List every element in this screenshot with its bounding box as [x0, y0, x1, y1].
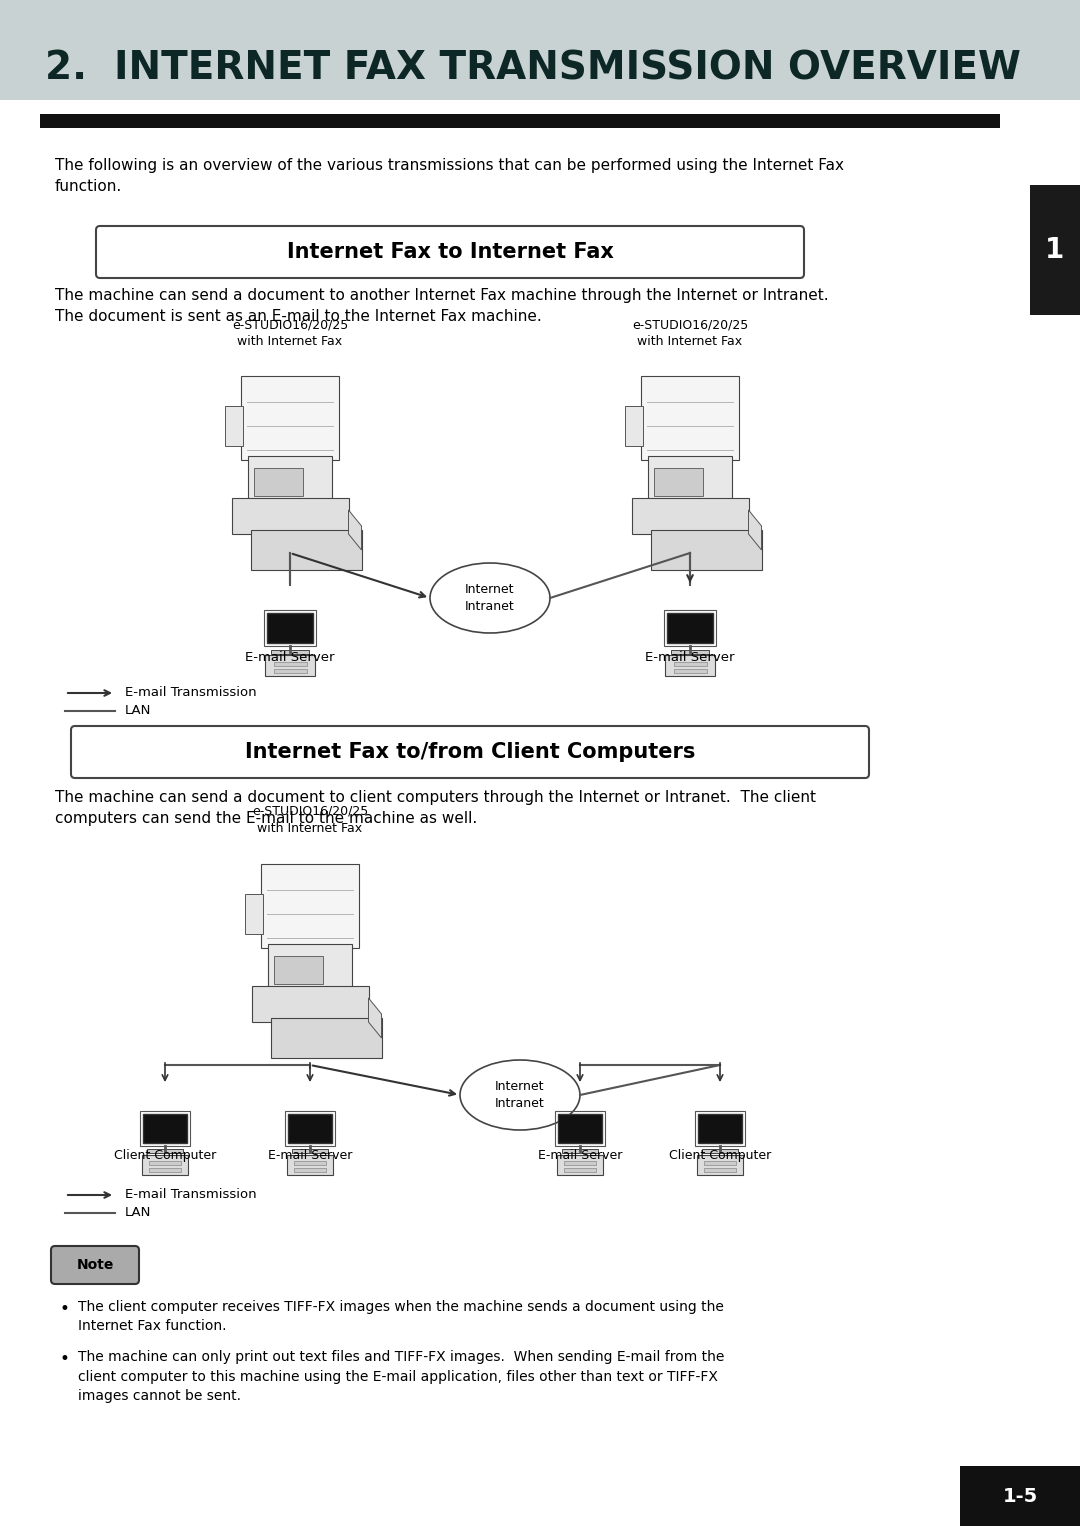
- FancyBboxPatch shape: [651, 530, 761, 571]
- Ellipse shape: [460, 1061, 580, 1129]
- Text: The machine can send a document to client computers through the Internet or Intr: The machine can send a document to clien…: [55, 790, 816, 826]
- Text: 2.  INTERNET FAX TRANSMISSION OVERVIEW: 2. INTERNET FAX TRANSMISSION OVERVIEW: [45, 49, 1021, 87]
- FancyBboxPatch shape: [558, 1114, 603, 1143]
- FancyBboxPatch shape: [231, 497, 349, 534]
- FancyBboxPatch shape: [143, 1114, 187, 1143]
- Text: E-mail Server: E-mail Server: [245, 652, 335, 664]
- FancyBboxPatch shape: [674, 662, 706, 665]
- FancyBboxPatch shape: [653, 468, 703, 496]
- FancyBboxPatch shape: [556, 1155, 604, 1175]
- Text: 1-5: 1-5: [1002, 1486, 1038, 1506]
- FancyBboxPatch shape: [248, 456, 332, 501]
- FancyBboxPatch shape: [697, 1155, 743, 1175]
- FancyBboxPatch shape: [147, 1149, 184, 1154]
- Text: Internet Fax to Internet Fax: Internet Fax to Internet Fax: [286, 243, 613, 262]
- Polygon shape: [368, 998, 381, 1038]
- Text: e-STUDIO16/20/25
with Internet Fax: e-STUDIO16/20/25 with Internet Fax: [632, 317, 748, 348]
- Text: The machine can send a document to another Internet Fax machine through the Inte: The machine can send a document to anoth…: [55, 288, 828, 324]
- FancyBboxPatch shape: [0, 0, 1080, 101]
- Text: E-mail Server: E-mail Server: [268, 1149, 352, 1161]
- FancyBboxPatch shape: [632, 497, 748, 534]
- FancyBboxPatch shape: [666, 613, 714, 642]
- Text: E-mail Server: E-mail Server: [538, 1149, 622, 1161]
- FancyBboxPatch shape: [704, 1167, 735, 1172]
- FancyBboxPatch shape: [141, 1155, 188, 1175]
- FancyBboxPatch shape: [225, 406, 243, 446]
- FancyBboxPatch shape: [260, 864, 360, 948]
- Text: e-STUDIO16/20/25
with Internet Fax: e-STUDIO16/20/25 with Internet Fax: [252, 806, 368, 835]
- FancyBboxPatch shape: [266, 655, 314, 676]
- FancyBboxPatch shape: [1030, 185, 1080, 314]
- FancyBboxPatch shape: [40, 114, 1000, 128]
- FancyBboxPatch shape: [241, 375, 339, 459]
- FancyBboxPatch shape: [625, 406, 644, 446]
- FancyBboxPatch shape: [271, 650, 309, 653]
- Polygon shape: [748, 510, 761, 549]
- FancyBboxPatch shape: [267, 613, 313, 642]
- FancyBboxPatch shape: [640, 375, 740, 459]
- FancyBboxPatch shape: [273, 662, 307, 665]
- Text: LAN: LAN: [125, 705, 151, 717]
- FancyBboxPatch shape: [96, 226, 804, 278]
- Text: Client Computer: Client Computer: [113, 1149, 216, 1161]
- Text: e-STUDIO16/20/25
with Internet Fax: e-STUDIO16/20/25 with Internet Fax: [232, 317, 348, 348]
- FancyBboxPatch shape: [295, 1161, 325, 1164]
- Ellipse shape: [430, 563, 550, 633]
- Polygon shape: [349, 510, 362, 549]
- Text: Client Computer: Client Computer: [669, 1149, 771, 1161]
- Text: Internet
Intranet: Internet Intranet: [465, 583, 515, 613]
- FancyBboxPatch shape: [286, 1155, 334, 1175]
- FancyBboxPatch shape: [562, 1149, 598, 1154]
- FancyBboxPatch shape: [292, 1149, 328, 1154]
- FancyBboxPatch shape: [671, 650, 710, 653]
- FancyBboxPatch shape: [149, 1161, 180, 1164]
- FancyBboxPatch shape: [251, 530, 362, 571]
- FancyBboxPatch shape: [51, 1247, 139, 1283]
- FancyBboxPatch shape: [273, 955, 323, 984]
- Text: •: •: [60, 1351, 70, 1367]
- FancyBboxPatch shape: [254, 468, 303, 496]
- FancyBboxPatch shape: [271, 1018, 381, 1058]
- FancyBboxPatch shape: [269, 945, 352, 987]
- Text: E-mail Transmission: E-mail Transmission: [125, 687, 257, 699]
- FancyBboxPatch shape: [288, 1114, 333, 1143]
- Text: •: •: [60, 1300, 70, 1318]
- FancyBboxPatch shape: [295, 1167, 325, 1172]
- FancyBboxPatch shape: [648, 456, 731, 501]
- Text: E-mail Server: E-mail Server: [645, 652, 734, 664]
- Text: Internet
Intranet: Internet Intranet: [495, 1080, 545, 1109]
- FancyBboxPatch shape: [245, 894, 264, 934]
- Text: Note: Note: [77, 1257, 113, 1273]
- FancyBboxPatch shape: [273, 668, 307, 673]
- FancyBboxPatch shape: [149, 1167, 180, 1172]
- FancyBboxPatch shape: [565, 1161, 595, 1164]
- FancyBboxPatch shape: [698, 1114, 742, 1143]
- Text: The machine can only print out text files and TIFF-FX images.  When sending E-ma: The machine can only print out text file…: [78, 1351, 725, 1402]
- FancyBboxPatch shape: [704, 1161, 735, 1164]
- Text: 1: 1: [1045, 237, 1065, 264]
- Text: LAN: LAN: [125, 1207, 151, 1219]
- FancyBboxPatch shape: [252, 986, 368, 1022]
- FancyBboxPatch shape: [702, 1149, 739, 1154]
- FancyBboxPatch shape: [71, 726, 869, 778]
- FancyBboxPatch shape: [674, 668, 706, 673]
- Text: Internet Fax to/from Client Computers: Internet Fax to/from Client Computers: [245, 742, 696, 761]
- FancyBboxPatch shape: [565, 1167, 595, 1172]
- Text: The following is an overview of the various transmissions that can be performed : The following is an overview of the vari…: [55, 159, 843, 194]
- FancyBboxPatch shape: [665, 655, 715, 676]
- FancyBboxPatch shape: [960, 1466, 1080, 1526]
- Text: E-mail Transmission: E-mail Transmission: [125, 1189, 257, 1201]
- Text: The client computer receives TIFF-FX images when the machine sends a document us: The client computer receives TIFF-FX ima…: [78, 1300, 724, 1334]
